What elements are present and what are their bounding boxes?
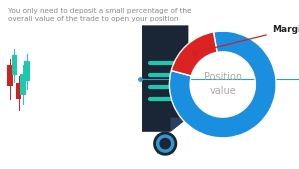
- Wedge shape: [171, 32, 217, 76]
- Circle shape: [154, 132, 176, 155]
- Bar: [12, 55, 17, 75]
- Bar: [16, 83, 22, 99]
- Circle shape: [157, 135, 174, 152]
- Bar: [25, 61, 30, 81]
- Text: Margin: Margin: [196, 25, 299, 52]
- Bar: [7, 65, 13, 86]
- Bar: [20, 74, 26, 95]
- Circle shape: [160, 139, 170, 149]
- Polygon shape: [142, 25, 188, 132]
- Polygon shape: [157, 134, 164, 154]
- Text: Position
value: Position value: [204, 73, 242, 96]
- Polygon shape: [167, 134, 173, 154]
- Wedge shape: [170, 31, 276, 138]
- Polygon shape: [170, 118, 188, 132]
- Text: You only need to deposit a small percentage of the
overall value of the trade to: You only need to deposit a small percent…: [8, 8, 191, 22]
